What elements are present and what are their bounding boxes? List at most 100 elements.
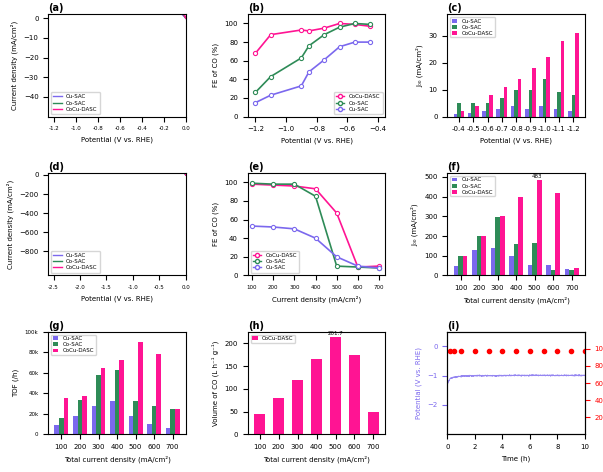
- Bar: [152, 405, 156, 434]
- Bar: [472, 250, 477, 276]
- Bar: [529, 90, 532, 117]
- Bar: [475, 106, 479, 117]
- Bar: [147, 424, 152, 434]
- Bar: [110, 402, 115, 434]
- Bar: [496, 109, 500, 117]
- Text: (d): (d): [48, 162, 65, 172]
- Legend: Cu-SAC, Co-SAC, CoCu-DASC: Cu-SAC, Co-SAC, CoCu-DASC: [51, 335, 96, 355]
- Bar: [96, 375, 101, 434]
- Bar: [101, 368, 106, 434]
- Bar: [92, 405, 96, 434]
- X-axis label: Total current density (mA/cm²): Total current density (mA/cm²): [263, 455, 370, 463]
- Bar: [128, 416, 133, 434]
- Y-axis label: J₀₀ (mA/cm²): J₀₀ (mA/cm²): [411, 203, 418, 245]
- Bar: [546, 57, 550, 117]
- Bar: [546, 265, 551, 276]
- Bar: [525, 109, 529, 117]
- Bar: [514, 244, 519, 276]
- Text: 483: 483: [532, 174, 543, 179]
- Bar: [115, 370, 119, 434]
- Y-axis label: Volume of CO (L h⁻¹ g⁻¹): Volume of CO (L h⁻¹ g⁻¹): [212, 340, 219, 426]
- Bar: [73, 416, 78, 434]
- Y-axis label: FE of CO (%): FE of CO (%): [212, 43, 219, 87]
- Bar: [574, 268, 579, 276]
- Bar: [514, 90, 518, 117]
- Bar: [537, 180, 541, 276]
- Bar: [468, 113, 472, 117]
- X-axis label: Potential (V vs. RHE): Potential (V vs. RHE): [480, 138, 552, 144]
- Bar: [254, 414, 265, 434]
- Legend: Cu-SAC, Co-SAC, CoCu-DASC: Cu-SAC, Co-SAC, CoCu-DASC: [51, 251, 99, 273]
- Bar: [461, 111, 464, 117]
- Bar: [500, 216, 505, 276]
- Legend: Cu-SAC, Co-SAC, CoCu-DASC: Cu-SAC, Co-SAC, CoCu-DASC: [450, 17, 495, 37]
- Bar: [511, 106, 514, 117]
- Bar: [463, 256, 467, 276]
- Text: (a): (a): [48, 3, 64, 13]
- Bar: [138, 342, 142, 434]
- Bar: [82, 396, 87, 434]
- Text: (h): (h): [248, 321, 264, 331]
- X-axis label: Time (h): Time (h): [502, 455, 531, 462]
- Bar: [170, 409, 175, 434]
- Bar: [486, 103, 489, 117]
- Bar: [368, 412, 379, 434]
- X-axis label: Potential (V vs. RHE): Potential (V vs. RHE): [280, 138, 353, 144]
- Bar: [133, 402, 138, 434]
- Bar: [458, 256, 463, 276]
- Bar: [557, 93, 561, 117]
- Y-axis label: FE of CO (%): FE of CO (%): [212, 202, 219, 246]
- Bar: [119, 361, 124, 434]
- Legend: CoCu-DASC, Co-SAC, Cu-SAC: CoCu-DASC, Co-SAC, Cu-SAC: [334, 92, 382, 114]
- Bar: [477, 236, 481, 276]
- Y-axis label: Current density (mA/cm²): Current density (mA/cm²): [11, 21, 18, 110]
- Bar: [330, 337, 341, 434]
- Bar: [509, 256, 514, 276]
- Legend: CoCu-DASC, Co-SAC, Cu-SAC: CoCu-DASC, Co-SAC, Cu-SAC: [251, 251, 299, 273]
- Bar: [78, 400, 82, 434]
- Bar: [554, 109, 557, 117]
- Bar: [568, 111, 572, 117]
- X-axis label: Potential (V vs. RHE): Potential (V vs. RHE): [81, 295, 153, 302]
- Bar: [504, 87, 507, 117]
- Bar: [472, 103, 475, 117]
- Bar: [532, 68, 535, 117]
- Bar: [500, 98, 504, 117]
- X-axis label: Total current density (mA/cm²): Total current density (mA/cm²): [463, 297, 570, 304]
- Bar: [575, 33, 579, 117]
- Legend: Cu-SAC, Co-SAC, CoCu-DASC: Cu-SAC, Co-SAC, CoCu-DASC: [51, 92, 99, 114]
- Bar: [457, 103, 461, 117]
- Y-axis label: Current density (mA/cm²): Current density (mA/cm²): [6, 179, 14, 269]
- Bar: [166, 428, 170, 434]
- Bar: [349, 355, 360, 434]
- Bar: [311, 359, 322, 434]
- Bar: [495, 217, 500, 276]
- Bar: [539, 106, 543, 117]
- Bar: [551, 270, 555, 276]
- Bar: [519, 197, 523, 276]
- Bar: [532, 243, 537, 276]
- Text: (g): (g): [48, 321, 65, 331]
- Bar: [561, 41, 564, 117]
- X-axis label: Current density (mA/cm²): Current density (mA/cm²): [272, 295, 361, 303]
- Text: (b): (b): [248, 3, 264, 13]
- Bar: [489, 95, 493, 117]
- X-axis label: Potential (V vs. RHE): Potential (V vs. RHE): [81, 137, 153, 143]
- Bar: [518, 79, 522, 117]
- Bar: [64, 398, 68, 434]
- Bar: [175, 409, 180, 434]
- Y-axis label: TOF (/h): TOF (/h): [13, 369, 19, 397]
- Bar: [565, 269, 569, 276]
- Bar: [273, 398, 285, 434]
- Bar: [292, 380, 303, 434]
- Bar: [555, 193, 560, 276]
- Text: 201.7: 201.7: [327, 331, 343, 336]
- Bar: [491, 248, 495, 276]
- Bar: [453, 114, 457, 117]
- Bar: [481, 236, 486, 276]
- Bar: [569, 270, 574, 276]
- Text: (e): (e): [248, 162, 264, 172]
- Bar: [543, 79, 546, 117]
- Bar: [528, 265, 532, 276]
- Text: (f): (f): [447, 162, 461, 172]
